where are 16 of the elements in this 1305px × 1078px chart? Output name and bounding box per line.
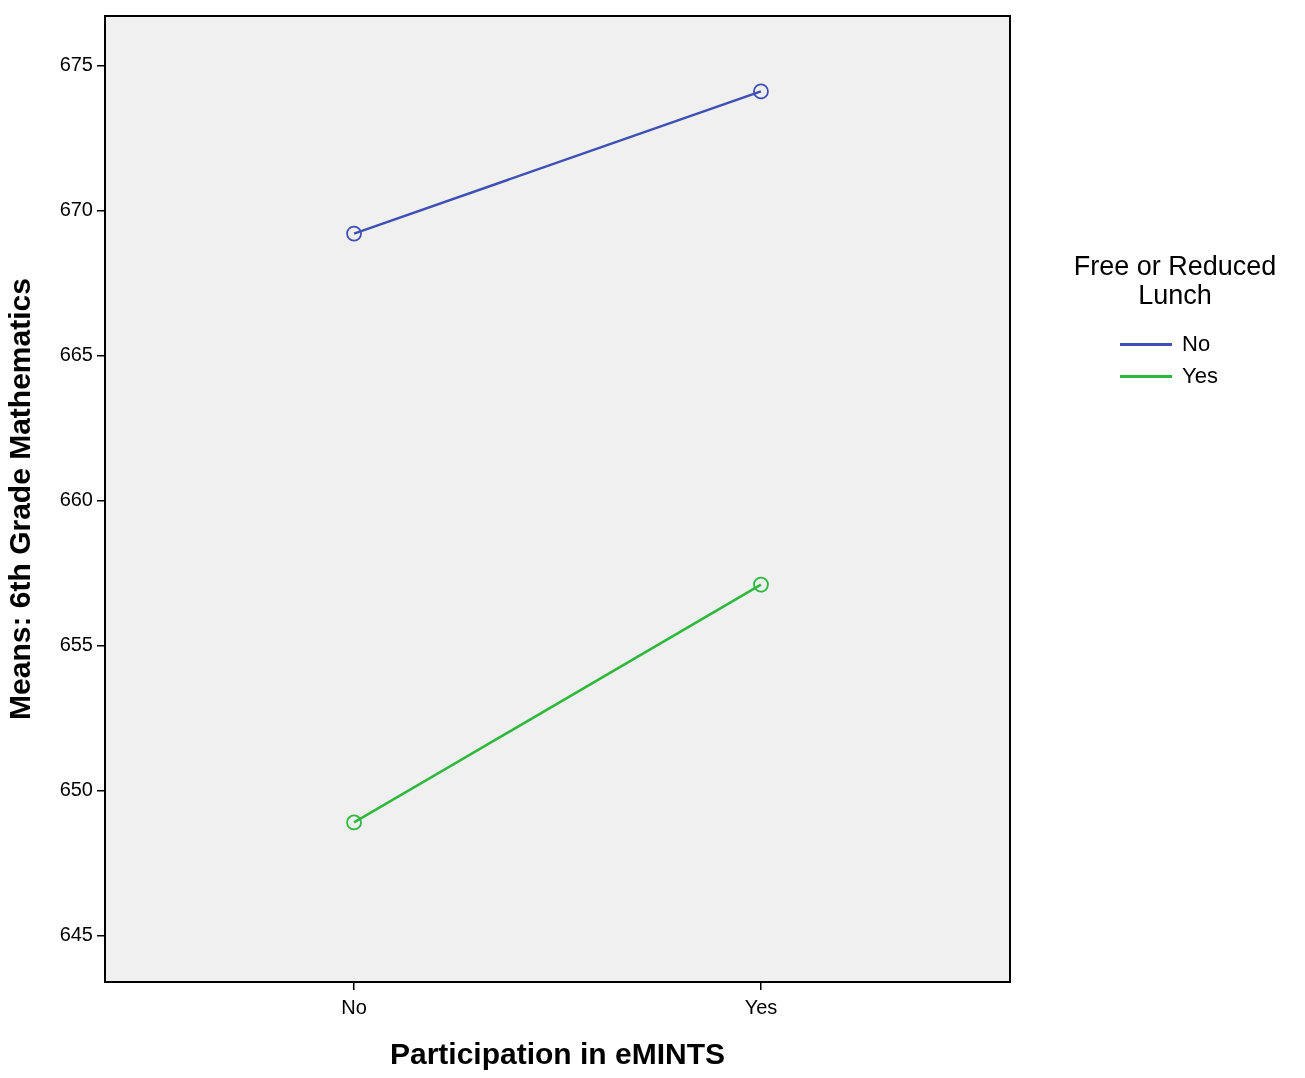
y-tick-label: 670 bbox=[59, 197, 93, 220]
y-tick-label: 645 bbox=[59, 923, 93, 946]
y-tick-label: 675 bbox=[59, 52, 93, 75]
y-tick-label: 660 bbox=[59, 487, 93, 510]
y-axis-title: Means: 6th Grade Mathematics bbox=[3, 278, 37, 720]
y-tick-label: 650 bbox=[59, 778, 93, 801]
legend-label: Yes bbox=[1182, 363, 1218, 389]
legend-label: No bbox=[1182, 331, 1211, 357]
point bbox=[346, 225, 362, 242]
point bbox=[346, 814, 362, 831]
legend-title: Free or Reduced Lunch bbox=[1072, 251, 1278, 310]
x-axis-title: Participation in eMINTS bbox=[389, 1037, 726, 1071]
point bbox=[753, 576, 769, 593]
point bbox=[753, 83, 769, 100]
y-tick-label: 655 bbox=[59, 633, 93, 656]
y-tick-label: 665 bbox=[59, 342, 93, 365]
